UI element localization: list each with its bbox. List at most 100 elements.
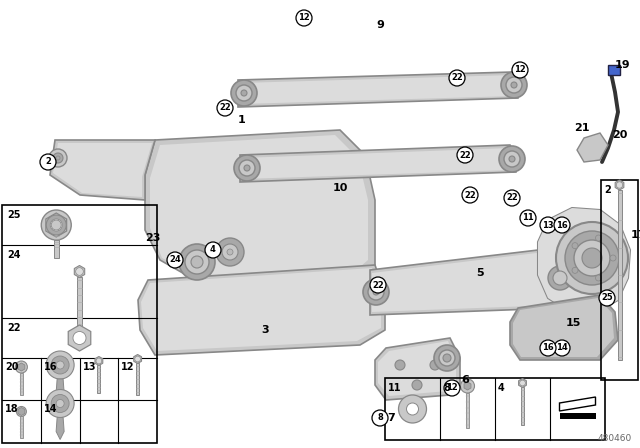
Bar <box>521 388 524 426</box>
Polygon shape <box>56 418 64 439</box>
Text: 22: 22 <box>372 280 384 289</box>
Text: 12: 12 <box>514 65 526 74</box>
Circle shape <box>582 248 602 268</box>
Text: 2: 2 <box>45 158 51 167</box>
Circle shape <box>296 10 312 26</box>
Text: 25: 25 <box>7 210 20 220</box>
Circle shape <box>504 190 520 206</box>
Polygon shape <box>46 213 67 237</box>
Circle shape <box>368 284 384 300</box>
Circle shape <box>457 147 473 163</box>
Text: 11: 11 <box>388 383 401 393</box>
Bar <box>54 228 59 250</box>
Polygon shape <box>74 266 84 277</box>
Circle shape <box>185 250 209 274</box>
Circle shape <box>46 351 74 379</box>
Text: 4: 4 <box>498 383 505 393</box>
Bar <box>466 393 469 428</box>
Circle shape <box>556 222 628 294</box>
Circle shape <box>554 340 570 356</box>
Text: 22: 22 <box>7 323 20 333</box>
Text: 23: 23 <box>145 233 161 243</box>
Text: 15: 15 <box>565 318 580 328</box>
Circle shape <box>565 231 619 285</box>
Circle shape <box>205 242 221 258</box>
Text: 25: 25 <box>601 293 613 302</box>
Circle shape <box>51 356 69 374</box>
Circle shape <box>231 80 257 106</box>
Circle shape <box>434 345 460 371</box>
Text: 22: 22 <box>451 73 463 82</box>
Bar <box>77 277 82 327</box>
Circle shape <box>540 340 556 356</box>
Circle shape <box>241 90 247 96</box>
Polygon shape <box>608 65 620 75</box>
Circle shape <box>443 354 451 362</box>
Text: 8: 8 <box>443 383 450 393</box>
Circle shape <box>553 271 567 285</box>
Circle shape <box>234 155 260 181</box>
Text: 13: 13 <box>542 220 554 229</box>
Text: 24: 24 <box>7 250 20 260</box>
Text: 4: 4 <box>210 246 216 254</box>
Text: 22: 22 <box>459 151 471 159</box>
Polygon shape <box>138 265 385 355</box>
Text: 6: 6 <box>461 375 469 385</box>
Polygon shape <box>378 341 456 396</box>
Text: 22: 22 <box>219 103 231 112</box>
Bar <box>136 363 139 396</box>
Circle shape <box>49 149 67 167</box>
Circle shape <box>504 151 520 167</box>
Polygon shape <box>240 145 518 182</box>
Circle shape <box>512 62 528 78</box>
Circle shape <box>236 85 252 101</box>
Circle shape <box>167 252 183 268</box>
Polygon shape <box>134 354 141 363</box>
Circle shape <box>227 249 233 255</box>
Polygon shape <box>372 251 569 312</box>
Circle shape <box>599 290 615 306</box>
Text: 22: 22 <box>464 190 476 199</box>
Circle shape <box>217 100 233 116</box>
Text: 18: 18 <box>5 404 19 414</box>
Polygon shape <box>242 148 515 179</box>
Circle shape <box>17 406 26 417</box>
Circle shape <box>239 160 255 176</box>
Text: 16: 16 <box>44 362 57 372</box>
Circle shape <box>135 356 141 362</box>
Circle shape <box>73 332 86 345</box>
Text: 16: 16 <box>556 220 568 229</box>
Text: 21: 21 <box>574 123 589 133</box>
Circle shape <box>595 235 602 241</box>
Polygon shape <box>145 130 375 295</box>
Polygon shape <box>538 208 630 312</box>
Circle shape <box>574 240 610 276</box>
Bar <box>2 205 157 443</box>
Circle shape <box>96 358 102 364</box>
Circle shape <box>462 187 478 203</box>
Bar <box>601 180 638 380</box>
Text: 480460: 480460 <box>598 434 632 443</box>
Circle shape <box>412 380 422 390</box>
Circle shape <box>520 380 525 386</box>
Circle shape <box>51 395 69 413</box>
Circle shape <box>406 403 419 415</box>
Circle shape <box>399 395 426 423</box>
Text: 8: 8 <box>377 414 383 422</box>
Bar <box>97 366 100 393</box>
Circle shape <box>51 220 61 230</box>
Polygon shape <box>18 363 25 371</box>
Text: 12: 12 <box>298 13 310 22</box>
Circle shape <box>449 70 465 86</box>
Polygon shape <box>150 135 368 285</box>
Circle shape <box>191 256 203 268</box>
Polygon shape <box>559 397 595 411</box>
Circle shape <box>509 156 515 162</box>
Text: 16: 16 <box>542 344 554 353</box>
Text: 12: 12 <box>121 362 135 372</box>
Text: 11: 11 <box>522 214 534 223</box>
Polygon shape <box>577 133 608 162</box>
Polygon shape <box>370 248 572 315</box>
Circle shape <box>395 360 405 370</box>
Circle shape <box>439 350 455 366</box>
